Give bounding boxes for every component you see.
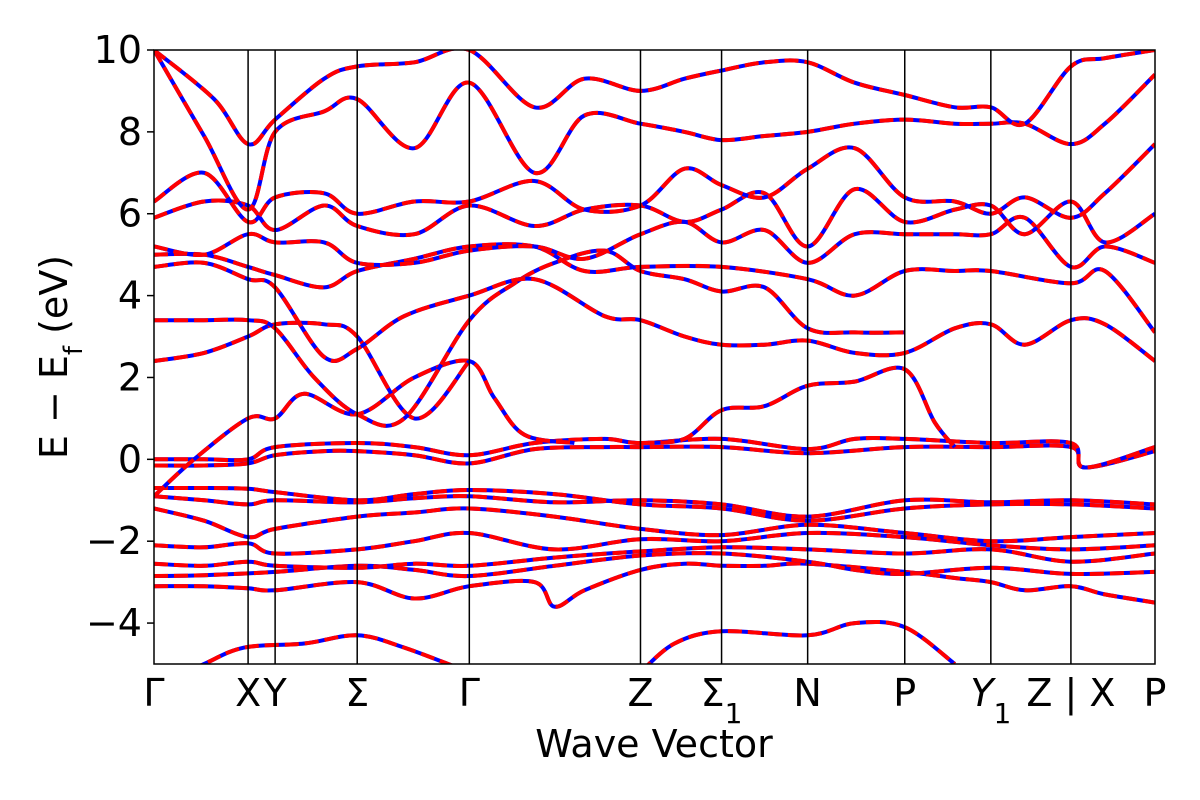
band-line-blue: [154, 242, 1155, 334]
high-symmetry-label: Σ1: [701, 671, 743, 730]
band-line-blue: [154, 358, 575, 498]
band-line-blue: [154, 50, 1155, 212]
band-line-red-dashed: [154, 50, 1155, 212]
band-line-blue: [154, 260, 1155, 363]
band-line-red-dashed: [154, 485, 1155, 523]
band-line-red-dashed: [154, 260, 1155, 363]
high-symmetry-label: Γ: [459, 671, 480, 715]
high-symmetry-label: Z | X: [1026, 671, 1115, 716]
x-axis-label: Wave Vector: [535, 722, 773, 766]
band-line-red-dashed: [154, 494, 1155, 519]
band-line-blue: [154, 506, 1155, 544]
y-axis-ticks: −4 −2 0 2 4 6 8 10: [86, 28, 154, 645]
band-line-red-dashed: [154, 545, 1155, 570]
y-tick-label: 2: [118, 355, 142, 399]
high-symmetry-label: P: [1144, 671, 1167, 715]
band-line-red-dashed: [154, 530, 1155, 556]
band-line-red-dashed: [646, 619, 957, 664]
high-symmetry-lines: [247, 50, 1072, 664]
band-line-red-dashed: [154, 358, 575, 498]
band-line-red-dashed: [640, 365, 957, 449]
band-line-red-dashed: [154, 214, 1155, 270]
band-line-red-dashed: [154, 242, 1155, 334]
high-symmetry-label: Y1: [970, 671, 1011, 730]
high-symmetry-label: Y: [263, 671, 288, 715]
band-line-red-dashed: [154, 561, 1155, 609]
band-line-red-dashed: [154, 187, 1155, 249]
y-tick-label: 10: [94, 28, 142, 72]
band-line-red-dashed: [154, 50, 1155, 147]
band-line-blue: [154, 320, 471, 421]
band-line-red-dashed: [154, 506, 1155, 544]
y-axis-label: E − Ef (eV): [32, 255, 89, 459]
y-tick-label: −4: [86, 601, 142, 645]
high-symmetry-label: P: [893, 671, 916, 715]
y-tick-label: 4: [118, 274, 142, 318]
y-tick-label: 0: [118, 437, 142, 481]
y-tick-label: 6: [118, 192, 142, 236]
y-tick-label: 8: [118, 110, 142, 154]
high-symmetry-label: N: [793, 671, 821, 715]
high-symmetry-label: Γ: [143, 671, 164, 715]
band-line-red-dashed: [154, 551, 1155, 579]
high-symmetry-label: Σ: [345, 671, 369, 715]
band-line-red-dashed: [154, 320, 471, 421]
high-symmetry-label: X: [235, 671, 261, 715]
band-lines: [154, 50, 1155, 664]
high-symmetry-label: Z: [627, 671, 653, 715]
band-line-red-dashed: [154, 142, 1155, 225]
y-tick-label: −2: [86, 519, 142, 563]
band-line-red-dashed: [199, 633, 454, 664]
x-axis-high-symmetry-labels: Γ X Y Σ Γ Z Σ1 N P Y1 Z | X P: [143, 671, 1166, 730]
plot-frame: [153, 49, 1156, 665]
